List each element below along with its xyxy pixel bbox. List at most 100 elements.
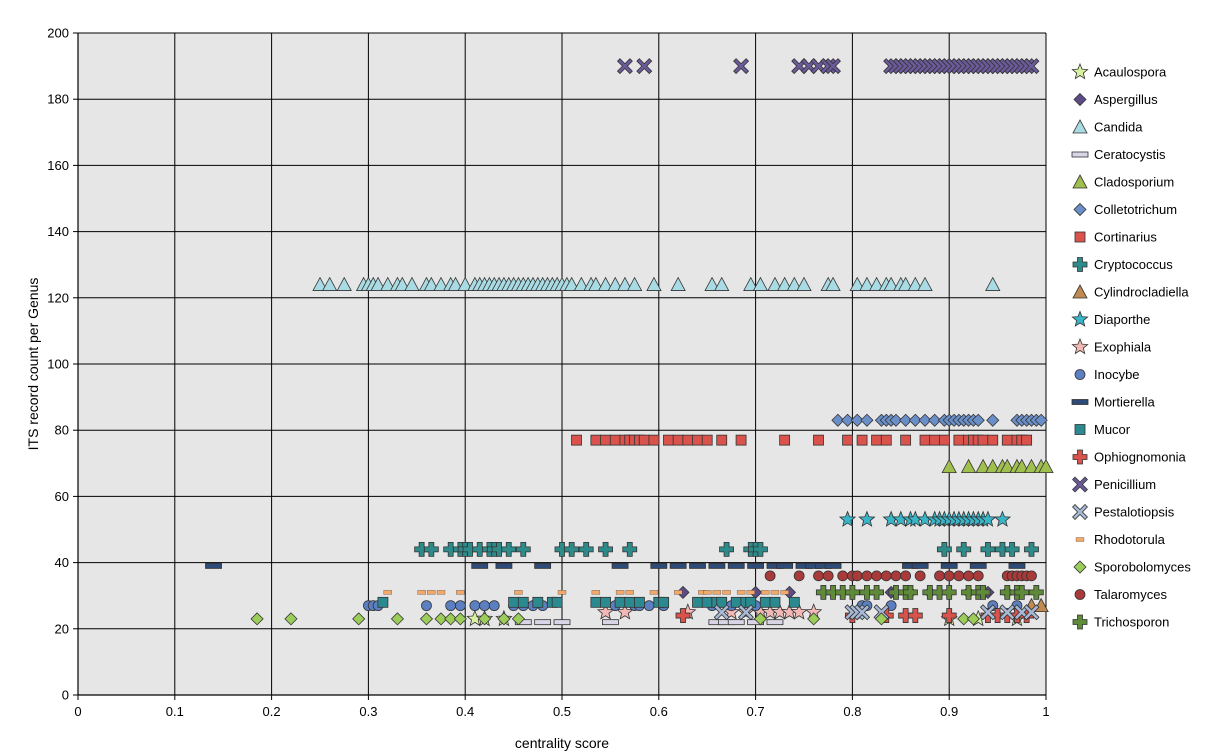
data-point [404,276,420,291]
data-point [825,58,842,75]
legend-label: Ophiognomonia [1094,450,1187,465]
data-point [753,541,768,557]
data-point [941,608,957,623]
data-point [938,434,950,446]
y-tick-label: 40 [55,555,69,570]
data-point [714,276,730,291]
data-point [638,434,650,446]
data-point [457,276,473,291]
legend-label: Ceratocystis [1094,147,1166,162]
legend-label: Cryptococcus [1094,257,1173,272]
data-point [534,563,552,569]
legend-item: Candida [1072,119,1143,135]
data-point [419,612,434,626]
data-point [1028,584,1044,600]
data-point [205,563,222,569]
data-point [977,434,989,446]
legend-label: Cortinarius [1094,230,1157,245]
y-tick-label: 120 [47,290,69,305]
data-point [390,612,405,626]
data-point [985,458,1001,474]
x-tick-label: 0.4 [456,704,474,719]
data-point [444,612,458,626]
legend-marker [1071,151,1089,158]
x-tick-label: 0.7 [747,704,765,719]
data-point [722,590,731,595]
data-point [800,58,817,75]
legend-item: Inocybe [1074,367,1140,382]
legend-marker [1072,614,1088,630]
x-tick-label: 0.3 [359,704,377,719]
legend-label: Cladosporium [1094,175,1174,190]
data-point [427,590,436,595]
series-penicillium [616,58,1040,75]
data-point [1024,541,1039,557]
data-point [941,584,957,600]
series-pestalotiopsis [713,604,1040,621]
data-point [849,276,865,291]
y-tick-labels: 0 20 40 60 80 100 120 140 160 180 200 [47,26,69,703]
data-point [960,458,977,474]
data-point [445,600,457,612]
data-point [649,590,659,595]
data-point [469,600,481,612]
data-point [874,612,889,626]
x-tick-label: 0.5 [553,704,571,719]
legend-item: Cladosporium [1072,174,1174,190]
legend-marker [1073,560,1087,574]
x-tick-label: 0.1 [166,704,184,719]
data-point [1008,563,1026,569]
data-point [831,413,845,427]
legend-item: Ophiognomonia [1072,450,1187,465]
data-point [471,563,489,569]
legend-label: Penicillium [1094,477,1156,492]
legend-label: Aspergillus [1094,92,1158,107]
x-axis-title: centrality score [515,735,609,751]
data-point [743,276,759,291]
data-point [900,434,912,446]
legend-label: Talaromyces [1094,587,1167,602]
legend-item: Talaromyces [1074,587,1167,602]
legend-label: Rhodotorula [1094,532,1166,547]
data-point [971,413,985,427]
series-trichosporon [815,584,1044,600]
data-point [380,276,396,291]
y-tick-label: 80 [55,423,69,438]
data-point [807,612,821,626]
data-point [615,590,625,595]
data-point [453,612,467,626]
legend-label: Colletotrichum [1094,202,1177,217]
data-point [497,612,511,626]
data-point [598,541,613,557]
data-point [454,600,466,612]
data-point [871,434,882,446]
axes [77,33,1046,696]
data-point [897,276,914,291]
data-point [776,563,794,569]
data-point [979,604,996,621]
series-sporobolomyces [250,612,980,626]
data-point [648,434,660,446]
data-point [708,563,726,569]
data-point [761,590,770,595]
data-point [943,570,955,582]
legend-label: Exophiala [1094,340,1152,355]
data-point [858,510,876,527]
data-point [737,604,754,621]
legend-marker [1072,257,1088,272]
legend-marker [1074,424,1086,435]
data-point [1014,458,1030,474]
x-tick-labels: 0 0.1 0.2 0.3 0.4 0.5 0.6 0.7 0.8 0.9 1 [74,704,1049,719]
data-point [591,590,601,595]
series-rhodotorula [383,590,789,595]
data-point [616,58,633,75]
data-point [534,619,552,626]
data-point [859,276,875,291]
data-point [501,541,517,557]
legend-marker [1073,92,1087,107]
data-point [727,619,745,626]
data-point [713,604,730,621]
legend-marker [1072,476,1088,493]
legend-label: Acaulospora [1094,65,1167,80]
data-point [634,596,645,608]
